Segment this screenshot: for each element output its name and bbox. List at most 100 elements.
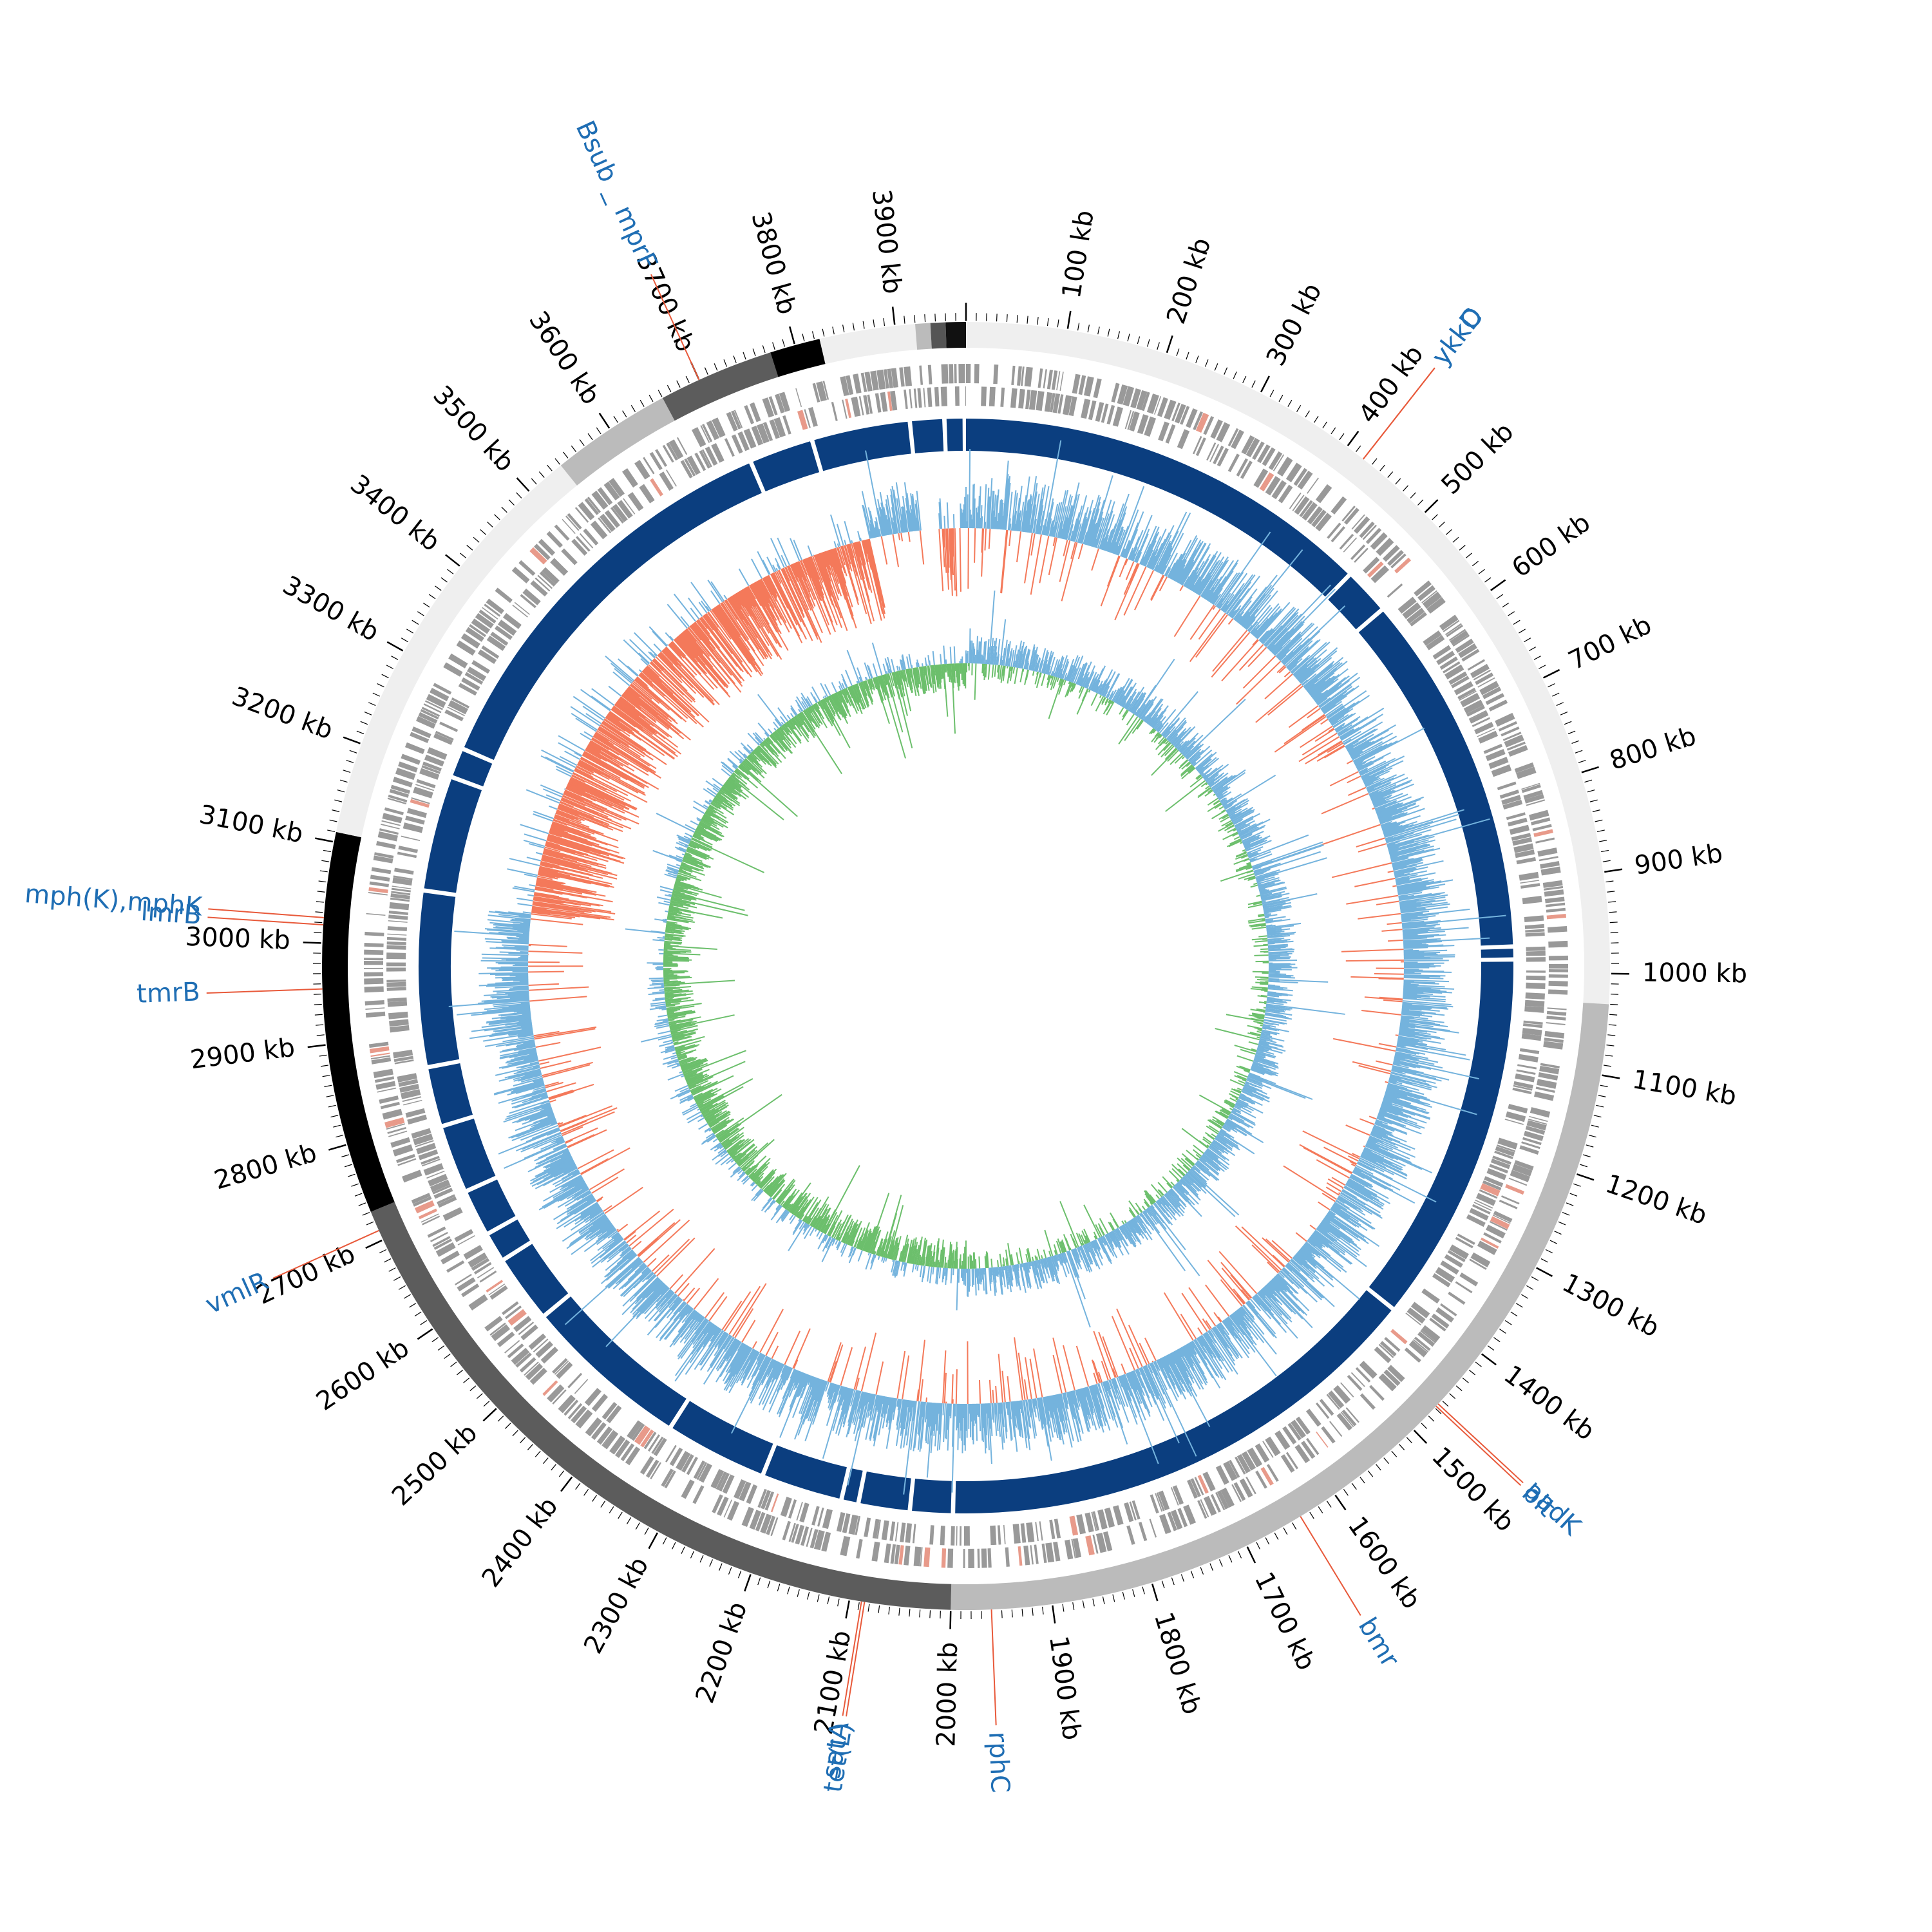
- gc-content-bar: [972, 1403, 974, 1444]
- gc-content-bar: [1035, 1398, 1041, 1422]
- minor-tick: [531, 478, 537, 485]
- gc-content-bar: [565, 1139, 573, 1144]
- minor-tick: [1102, 1596, 1105, 1605]
- gc-content-bar: [1403, 979, 1449, 983]
- minor-tick: [349, 750, 357, 753]
- cds-feature: [966, 364, 971, 384]
- cds-feature: [746, 1484, 758, 1504]
- cds-feature: [981, 1548, 987, 1568]
- cds-feature: [1321, 1426, 1336, 1444]
- gc-content-bar: [486, 941, 529, 945]
- gc-content-bar: [1186, 1343, 1205, 1375]
- cds-feature: [583, 528, 599, 545]
- gc-content-bar: [1349, 741, 1372, 755]
- minor-tick: [1484, 577, 1492, 583]
- gc-content-bar: [613, 1235, 621, 1242]
- minor-tick: [328, 1104, 336, 1108]
- gc-content-bar: [694, 1329, 723, 1370]
- minor-tick: [512, 1430, 518, 1437]
- gc-content-bar: [1027, 1399, 1032, 1417]
- gc-content-bar: [1381, 1104, 1402, 1113]
- cds-feature: [1548, 925, 1567, 933]
- gc-content-bar: [1341, 719, 1377, 741]
- gc-content-bar: [1401, 1016, 1444, 1023]
- gc-content-bar: [1332, 1037, 1396, 1052]
- cds-feature: [430, 688, 450, 701]
- gc-content-bar: [1379, 812, 1405, 822]
- gc-content-bar: [578, 1213, 606, 1233]
- gc-content-bar: [603, 1228, 616, 1239]
- cds-feature: [1493, 1211, 1513, 1223]
- gc-content-bar: [865, 1394, 876, 1440]
- gc-content-bar: [798, 1372, 804, 1383]
- cds-feature: [405, 1108, 426, 1118]
- gc-content-bar: [913, 1401, 920, 1452]
- cds-feature: [929, 1525, 934, 1545]
- cds-feature: [525, 1363, 544, 1381]
- gc-content-bar: [811, 1377, 817, 1388]
- gc-content-bar: [534, 1117, 556, 1127]
- minor-tick: [437, 1345, 445, 1351]
- gc-skew-bar: [987, 664, 990, 680]
- cds-feature: [398, 1079, 419, 1087]
- gc-content-bar: [1052, 502, 1061, 537]
- gc-content-bar: [1349, 1176, 1389, 1199]
- gc-content-bar: [1061, 495, 1073, 539]
- cds-feature: [1223, 1461, 1238, 1481]
- gc-content-bar: [1010, 1401, 1016, 1437]
- gc-content-bar: [1403, 998, 1446, 1003]
- cds-feature: [1406, 1307, 1426, 1324]
- minor-tick: [1428, 1416, 1435, 1422]
- gc-content-bar: [607, 1230, 618, 1239]
- cds-feature: [401, 835, 421, 842]
- gc-content-bar: [1294, 1255, 1316, 1274]
- gc-content-bar: [1397, 880, 1442, 890]
- gc-content-bar: [1121, 1374, 1129, 1390]
- gc-content-bar: [886, 1397, 893, 1428]
- gc-content-bar: [1340, 728, 1355, 739]
- minor-tick: [618, 1511, 623, 1519]
- gc-content-bar: [1116, 1308, 1143, 1367]
- gc-content-bar: [1399, 1028, 1415, 1032]
- gc-content-bar: [1260, 628, 1273, 643]
- gc-content-bar: [1396, 1048, 1419, 1055]
- gc-content-bar: [994, 1403, 998, 1436]
- gc-content-bar: [1303, 661, 1335, 688]
- gc-content-bar: [571, 1224, 613, 1255]
- gc-skew-bar: [1032, 670, 1035, 676]
- gc-content-bar: [1387, 818, 1490, 849]
- gc-content-bar: [508, 952, 529, 954]
- gc-content-bar: [1103, 535, 1109, 551]
- gc-content-bar: [655, 1290, 672, 1309]
- gc-content-bar: [1387, 1086, 1427, 1099]
- gc-content-bar: [1224, 1319, 1250, 1355]
- cds-feature: [535, 1341, 554, 1358]
- gc-content-bar: [1398, 1033, 1432, 1040]
- cds-feature: [1129, 1501, 1137, 1520]
- gc-content-bar: [605, 1256, 639, 1288]
- gc-content-bar: [553, 1195, 594, 1220]
- cds-feature: [1301, 1441, 1316, 1459]
- minor-tick: [1237, 1551, 1242, 1558]
- gc-content-bar: [1393, 1059, 1479, 1080]
- gc-content-bar: [822, 1386, 845, 1459]
- cds-feature: [1470, 1252, 1491, 1268]
- gc-content-bar: [1172, 535, 1198, 581]
- gc-content-bar: [603, 1205, 612, 1212]
- gc-content-bar: [589, 1207, 601, 1217]
- cds-feature: [565, 515, 580, 531]
- gc-content-bar: [585, 1220, 610, 1238]
- gc-content-bar: [505, 1056, 538, 1064]
- gc-content-bar: [1205, 1332, 1213, 1343]
- gc-content-bar: [1165, 567, 1171, 577]
- cds-feature: [497, 1331, 515, 1347]
- gc-content-bar: [627, 1264, 646, 1281]
- minor-tick: [772, 342, 775, 350]
- cds-feature: [435, 730, 454, 741]
- gc-content-bar: [487, 982, 529, 985]
- gc-content-bar: [1332, 712, 1356, 728]
- gc-content-bar: [536, 882, 606, 897]
- major-tick: [1246, 1546, 1256, 1564]
- cds-feature: [731, 410, 741, 430]
- gc-content-bar: [674, 1248, 715, 1294]
